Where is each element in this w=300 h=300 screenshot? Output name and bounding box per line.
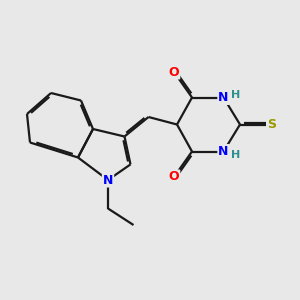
Text: N: N: [218, 145, 229, 158]
Text: H: H: [232, 149, 241, 160]
Text: N: N: [103, 173, 113, 187]
Text: H: H: [232, 89, 241, 100]
Text: S: S: [267, 118, 276, 131]
Text: O: O: [169, 170, 179, 184]
Text: N: N: [218, 91, 229, 104]
Text: O: O: [169, 65, 179, 79]
